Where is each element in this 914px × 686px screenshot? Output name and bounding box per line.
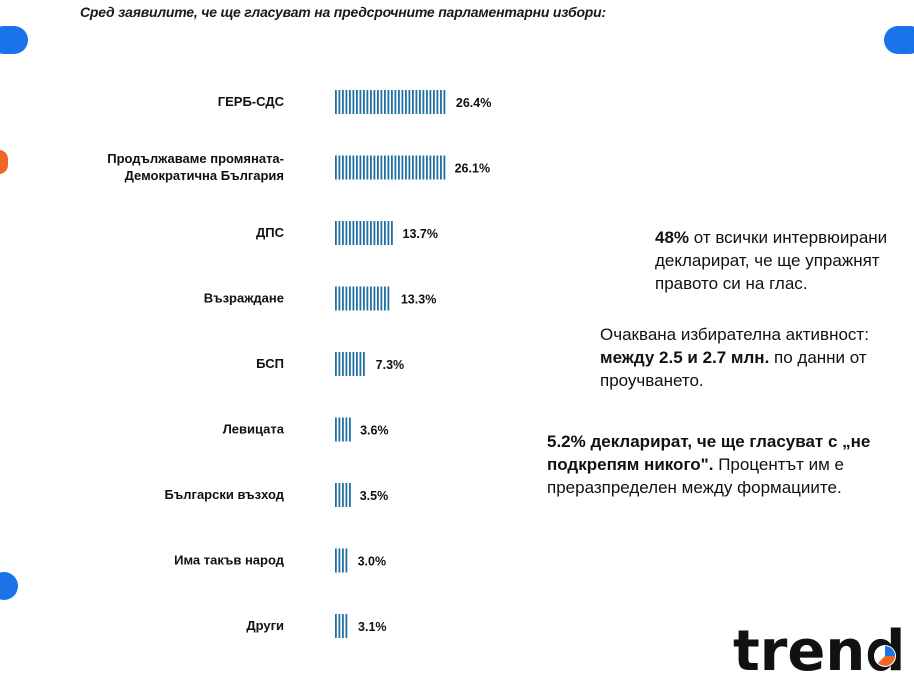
category-label: Има такъв народ <box>174 553 285 568</box>
turnout-percent: 48% <box>655 228 690 247</box>
bar <box>335 155 446 180</box>
logo-slice-orange <box>878 656 895 666</box>
none-support-text: Процентът им е преразпределен между форм… <box>547 455 844 497</box>
category-label: Левицата <box>223 422 285 437</box>
category-label: БСП <box>256 356 284 371</box>
decorative-pill-right <box>884 26 914 54</box>
expected-activity-source: по данни от проучването. <box>600 348 867 390</box>
value-label: 3.0% <box>358 555 387 569</box>
chart-title: Сред заявилите, че ще гласуват на предср… <box>80 4 606 20</box>
value-label: 26.4% <box>456 96 491 110</box>
trend-logo: trend <box>733 619 905 682</box>
category-label: ДПС <box>256 225 285 240</box>
decorative-dot-orange <box>0 150 8 174</box>
category-label: ГЕРБ-СДС <box>218 94 285 109</box>
none-support-note: 5.2% декларират, че ще гласуват с „не по… <box>547 430 887 499</box>
decorative-pill-left <box>0 26 28 54</box>
value-label: 26.1% <box>455 162 490 176</box>
category-label: Други <box>246 618 284 633</box>
bar <box>335 417 351 442</box>
value-label: 3.1% <box>358 620 387 634</box>
bar <box>335 483 351 507</box>
logo-slice-blue <box>885 646 895 656</box>
bar <box>335 221 393 245</box>
value-label: 13.7% <box>403 227 438 241</box>
category-label: Продължаваме промяната-Демократична Бълг… <box>107 151 284 183</box>
expected-activity-note: Очаквана избирателна активност: между 2.… <box>600 323 900 392</box>
turnout-declared-note: 48% от всички интервюирани декларират, ч… <box>655 226 910 295</box>
value-label: 13.3% <box>401 293 436 307</box>
bar <box>335 286 390 311</box>
bar <box>335 548 348 573</box>
value-label: 7.3% <box>376 358 405 372</box>
expected-activity-label: Очаквана избирателна активност: <box>600 325 869 344</box>
bar <box>335 352 365 376</box>
none-support-bold: 5.2% декларират, че ще гласуват с „не по… <box>547 432 871 474</box>
value-label: 3.5% <box>360 489 389 503</box>
value-label: 3.6% <box>360 424 389 438</box>
bar <box>335 90 446 114</box>
decorative-dot-blue <box>0 572 18 600</box>
pie-chart-icon <box>874 645 896 667</box>
category-label: Български възход <box>164 487 284 502</box>
bar <box>335 614 348 638</box>
turnout-text: от всички интервюирани декларират, че ще… <box>655 228 888 293</box>
expected-activity-range: между 2.5 и 2.7 млн. <box>600 348 770 367</box>
category-label: Възраждане <box>204 291 284 306</box>
